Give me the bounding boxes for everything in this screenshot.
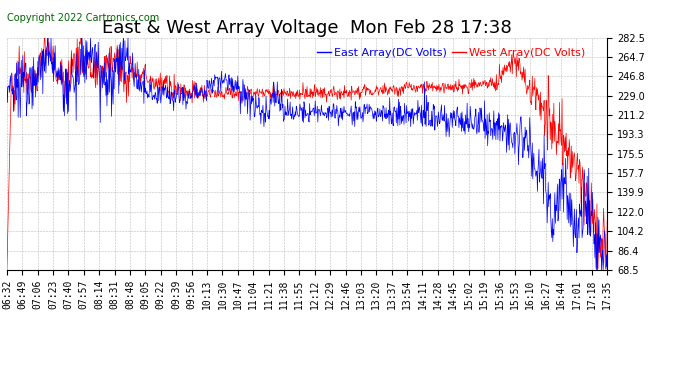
Title: East & West Array Voltage  Mon Feb 28 17:38: East & West Array Voltage Mon Feb 28 17:… — [102, 20, 512, 38]
Legend: East Array(DC Volts), West Array(DC Volts): East Array(DC Volts), West Array(DC Volt… — [313, 43, 590, 62]
Text: Copyright 2022 Cartronics.com: Copyright 2022 Cartronics.com — [7, 13, 159, 23]
